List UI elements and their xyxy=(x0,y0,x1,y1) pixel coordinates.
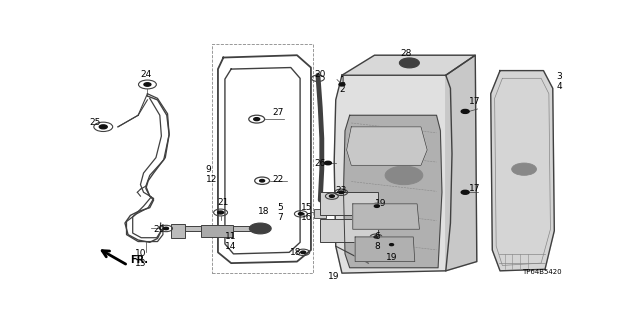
Text: 3: 3 xyxy=(557,72,563,81)
Text: 25: 25 xyxy=(90,118,100,128)
Text: 24: 24 xyxy=(140,70,152,79)
Text: 4: 4 xyxy=(557,82,563,91)
Circle shape xyxy=(374,236,378,238)
Text: 28: 28 xyxy=(401,49,412,58)
Circle shape xyxy=(164,227,168,230)
Polygon shape xyxy=(334,75,452,273)
Text: 27: 27 xyxy=(272,108,284,117)
Text: TP64B5420: TP64B5420 xyxy=(522,270,562,275)
Text: 10: 10 xyxy=(134,249,146,258)
Text: 19: 19 xyxy=(386,253,397,262)
Text: 18: 18 xyxy=(259,207,269,216)
Circle shape xyxy=(298,212,303,215)
Text: 13: 13 xyxy=(134,259,146,268)
Text: 20: 20 xyxy=(314,70,325,79)
Text: 7: 7 xyxy=(278,213,284,222)
Bar xyxy=(320,192,378,215)
Circle shape xyxy=(144,83,151,86)
Text: FR.: FR. xyxy=(131,255,148,265)
Text: 9: 9 xyxy=(205,165,211,174)
Circle shape xyxy=(339,83,345,86)
Circle shape xyxy=(390,244,394,246)
Polygon shape xyxy=(491,70,554,271)
Text: 19: 19 xyxy=(328,272,339,281)
Polygon shape xyxy=(344,115,442,268)
Text: 2: 2 xyxy=(340,85,345,94)
Text: 6: 6 xyxy=(374,233,380,241)
Text: 11: 11 xyxy=(225,233,237,241)
Text: 8: 8 xyxy=(374,242,380,251)
Text: 5: 5 xyxy=(278,203,284,212)
Bar xyxy=(171,224,185,238)
Circle shape xyxy=(385,166,423,185)
Circle shape xyxy=(99,125,108,129)
Text: 18: 18 xyxy=(290,248,301,257)
Bar xyxy=(212,44,312,273)
Text: 26: 26 xyxy=(314,159,325,167)
Circle shape xyxy=(330,195,334,197)
Text: 15: 15 xyxy=(301,203,312,212)
Polygon shape xyxy=(342,55,476,75)
Text: 22: 22 xyxy=(272,175,284,184)
Polygon shape xyxy=(355,237,415,262)
Polygon shape xyxy=(347,127,428,165)
Text: 17: 17 xyxy=(469,97,481,106)
Circle shape xyxy=(399,58,419,68)
Circle shape xyxy=(461,109,469,113)
Polygon shape xyxy=(353,204,419,229)
Circle shape xyxy=(301,251,306,254)
Text: 12: 12 xyxy=(205,175,217,184)
Bar xyxy=(181,226,265,231)
Circle shape xyxy=(260,180,264,182)
Bar xyxy=(320,219,378,242)
Circle shape xyxy=(461,190,469,194)
Text: 21: 21 xyxy=(218,198,229,207)
Circle shape xyxy=(253,118,260,121)
Text: 29: 29 xyxy=(154,225,165,234)
Text: 16: 16 xyxy=(301,213,312,222)
Text: 23: 23 xyxy=(336,186,347,195)
Bar xyxy=(201,225,233,237)
Circle shape xyxy=(339,191,344,194)
Circle shape xyxy=(324,161,332,165)
Circle shape xyxy=(511,163,536,175)
Circle shape xyxy=(250,223,271,234)
Text: 19: 19 xyxy=(374,199,386,208)
Circle shape xyxy=(374,205,380,207)
Text: 14: 14 xyxy=(225,242,237,251)
Text: 1: 1 xyxy=(340,76,346,85)
Circle shape xyxy=(218,211,223,214)
Polygon shape xyxy=(446,55,477,271)
Bar xyxy=(314,209,326,218)
Text: 17: 17 xyxy=(469,184,481,193)
